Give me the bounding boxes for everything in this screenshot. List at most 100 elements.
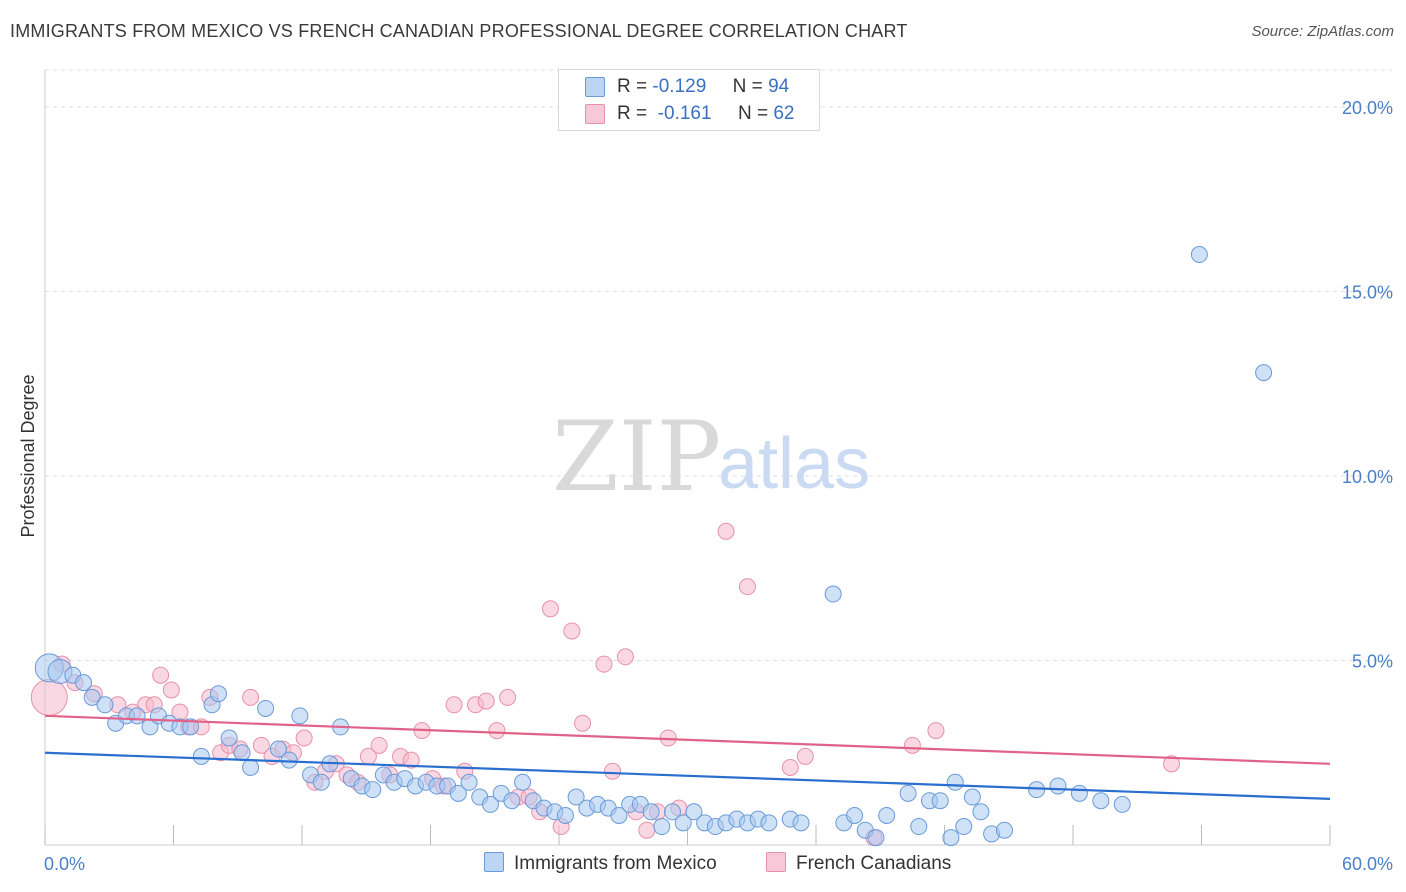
data-point-mexico	[963, 788, 981, 806]
data-point-mexico	[664, 803, 682, 821]
y-tick-label: 15.0%	[1342, 282, 1393, 302]
data-point-mexico	[556, 806, 574, 824]
legend-r-label: R =	[617, 103, 648, 124]
data-point-mexico	[449, 784, 467, 802]
data-point-mexico	[567, 788, 585, 806]
data-point-mexico	[610, 806, 628, 824]
data-point-french-canadian	[445, 696, 463, 714]
trendline-mexico	[44, 751, 1331, 800]
data-point-mexico	[1113, 795, 1131, 813]
legend-swatch-pink	[585, 104, 605, 124]
watermark-zip: ZIP	[552, 401, 721, 513]
legend-swatch-blue	[585, 77, 605, 97]
data-point-mexico	[642, 803, 660, 821]
trendlines	[44, 714, 1331, 800]
data-point-mexico	[503, 792, 521, 810]
series-immigrants-from-mexico	[34, 246, 1273, 847]
data-point-french-canadian	[1163, 755, 1181, 773]
data-point-mexico	[946, 773, 964, 791]
data-point-mexico	[192, 747, 210, 765]
data-point-french-canadian	[402, 751, 420, 769]
data-point-mexico	[83, 688, 101, 706]
data-point-french-canadian	[796, 747, 814, 765]
data-point-french-canadian	[563, 622, 581, 640]
watermark-atlas: atlas	[718, 424, 870, 504]
data-point-mexico	[995, 821, 1013, 839]
data-point-mexico	[1028, 781, 1046, 799]
trendline-french-canadian	[44, 714, 1331, 765]
data-point-mexico	[1190, 246, 1208, 264]
tick-labels: 5.0% 10.0% 15.0% 20.0% 0.0% 60.0%	[44, 98, 1393, 874]
data-point-mexico	[955, 818, 973, 836]
y-tick-label: 10.0%	[1342, 467, 1393, 487]
data-point-mexico	[867, 829, 885, 847]
data-point-french-canadian	[717, 522, 735, 540]
data-point-french-canadian	[242, 688, 260, 706]
data-point-french-canadian	[499, 688, 517, 706]
data-point-french-canadian	[541, 600, 559, 618]
data-point-mexico	[182, 718, 200, 736]
y-tick-label: 20.0%	[1342, 98, 1393, 118]
data-point-mexico	[972, 803, 990, 821]
x-tick-label-max: 60.0%	[1342, 854, 1393, 874]
series-french-canadians	[30, 522, 1181, 847]
legend-label-french-canadians: French Canadians	[796, 853, 952, 874]
data-point-mexico	[128, 707, 146, 725]
legend-n-value: 94	[768, 76, 790, 97]
legend-swatch-blue	[484, 852, 504, 872]
data-point-mexico	[460, 773, 478, 791]
source-label: Source: ZipAtlas.com	[1251, 23, 1394, 40]
data-point-french-canadian	[488, 722, 506, 740]
data-point-mexico	[760, 814, 778, 832]
data-point-mexico	[481, 795, 499, 813]
data-point-mexico	[824, 585, 842, 603]
data-point-mexico	[899, 784, 917, 802]
x-tick-label-min: 0.0%	[44, 854, 85, 874]
data-point-mexico	[653, 818, 671, 836]
data-point-mexico	[269, 740, 287, 758]
bottom-legend-french-canadians: French Canadians	[766, 852, 951, 875]
data-point-french-canadian	[903, 736, 921, 754]
data-point-mexico	[209, 685, 227, 703]
data-point-french-canadian	[477, 692, 495, 710]
data-point-mexico	[685, 803, 703, 821]
data-point-french-canadian	[30, 678, 68, 716]
legend-r-label: R =	[617, 76, 648, 97]
data-point-french-canadian	[574, 714, 592, 732]
data-point-mexico	[846, 806, 864, 824]
legend-n-label: N =	[732, 76, 763, 97]
data-point-french-canadian	[638, 821, 656, 839]
legend-r-value: -0.129	[652, 76, 707, 97]
data-point-french-canadian	[781, 759, 799, 776]
data-point-french-canadian	[616, 648, 634, 666]
chart-title: IMMIGRANTS FROM MEXICO VS FRENCH CANADIA…	[10, 21, 908, 41]
data-point-french-canadian	[927, 722, 945, 740]
data-point-mexico	[910, 818, 928, 836]
y-axis-label: Professional Degree	[18, 374, 38, 537]
data-point-mexico	[75, 674, 93, 692]
data-point-mexico	[242, 759, 260, 776]
legend-n-value: 62	[773, 103, 795, 124]
data-point-mexico	[1070, 784, 1088, 802]
data-point-french-canadian	[595, 655, 613, 673]
data-point-french-canadian	[152, 666, 170, 684]
data-point-mexico	[233, 744, 251, 762]
data-point-mexico	[674, 814, 692, 832]
data-point-mexico	[1049, 777, 1067, 795]
correlation-legend: R = -0.129 N = 94 R = -0.161 N = 62	[558, 69, 820, 131]
data-point-mexico	[792, 814, 810, 832]
data-point-french-canadian	[370, 736, 388, 754]
legend-swatch-pink	[766, 852, 786, 872]
legend-n-label: N =	[737, 103, 769, 124]
legend-label-mexico: Immigrants from Mexico	[514, 853, 717, 874]
gridlines	[45, 69, 1392, 661]
data-point-mexico	[364, 781, 382, 799]
data-point-french-canadian	[252, 736, 270, 754]
data-point-mexico	[220, 729, 238, 747]
data-point-mexico	[878, 806, 896, 824]
data-point-french-canadian	[162, 681, 180, 699]
data-point-french-canadian	[604, 762, 622, 780]
data-point-mexico	[942, 829, 960, 847]
y-tick-label: 5.0%	[1352, 651, 1393, 671]
